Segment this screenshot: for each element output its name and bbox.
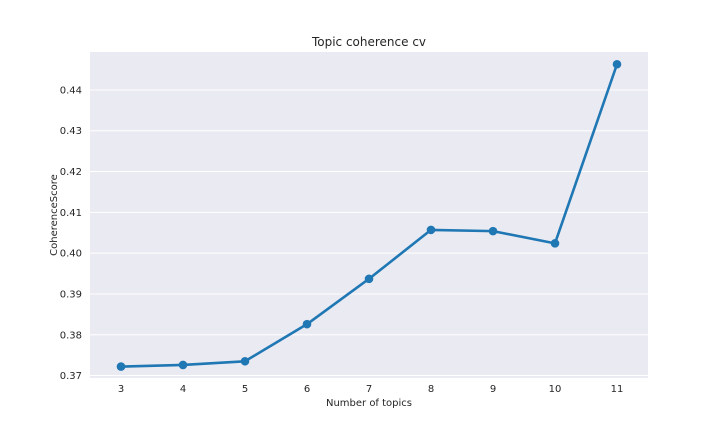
- x-tick-label: 3: [118, 384, 124, 395]
- chart-title: Topic coherence cv: [311, 35, 426, 49]
- x-tick-label: 5: [242, 384, 248, 395]
- data-point: [116, 362, 126, 371]
- x-tick-label: 9: [490, 384, 496, 395]
- data-point: [364, 274, 374, 284]
- data-point: [240, 356, 250, 366]
- y-tick-label: 0.40: [60, 249, 82, 260]
- y-tick-label: 0.43: [60, 126, 82, 137]
- x-tick-label: 10: [549, 384, 562, 395]
- y-tick-label: 0.44: [60, 85, 82, 96]
- y-tick-label: 0.38: [60, 330, 82, 341]
- tick-labels: 0.37 0.38 0.39 0.40 0.41 0.42 0.43 0.44 3 4 5 6 7 8 9 1…: [60, 85, 624, 395]
- y-tick-label: 0.39: [60, 289, 82, 300]
- y-tick-label: 0.37: [60, 371, 82, 382]
- data-point: [612, 59, 622, 69]
- x-tick-label: 8: [428, 384, 434, 395]
- data-point: [550, 239, 560, 248]
- x-tick-label: 7: [366, 384, 372, 395]
- data-point: [488, 226, 498, 236]
- series-layer: [116, 59, 622, 371]
- x-tick-label: 11: [611, 384, 624, 395]
- x-tick-label: 6: [304, 384, 310, 395]
- x-axis-label: Number of topics: [326, 398, 412, 409]
- gridlines: [90, 89, 648, 377]
- data-point: [426, 225, 436, 235]
- y-tick-label: 0.42: [60, 167, 82, 178]
- data-point: [302, 319, 312, 329]
- plot-area: [90, 52, 648, 378]
- x-tick-label: 4: [180, 384, 186, 395]
- y-tick-label: 0.41: [60, 208, 82, 219]
- data-point: [178, 360, 188, 370]
- y-axis-label: CoherenceScore: [49, 174, 60, 256]
